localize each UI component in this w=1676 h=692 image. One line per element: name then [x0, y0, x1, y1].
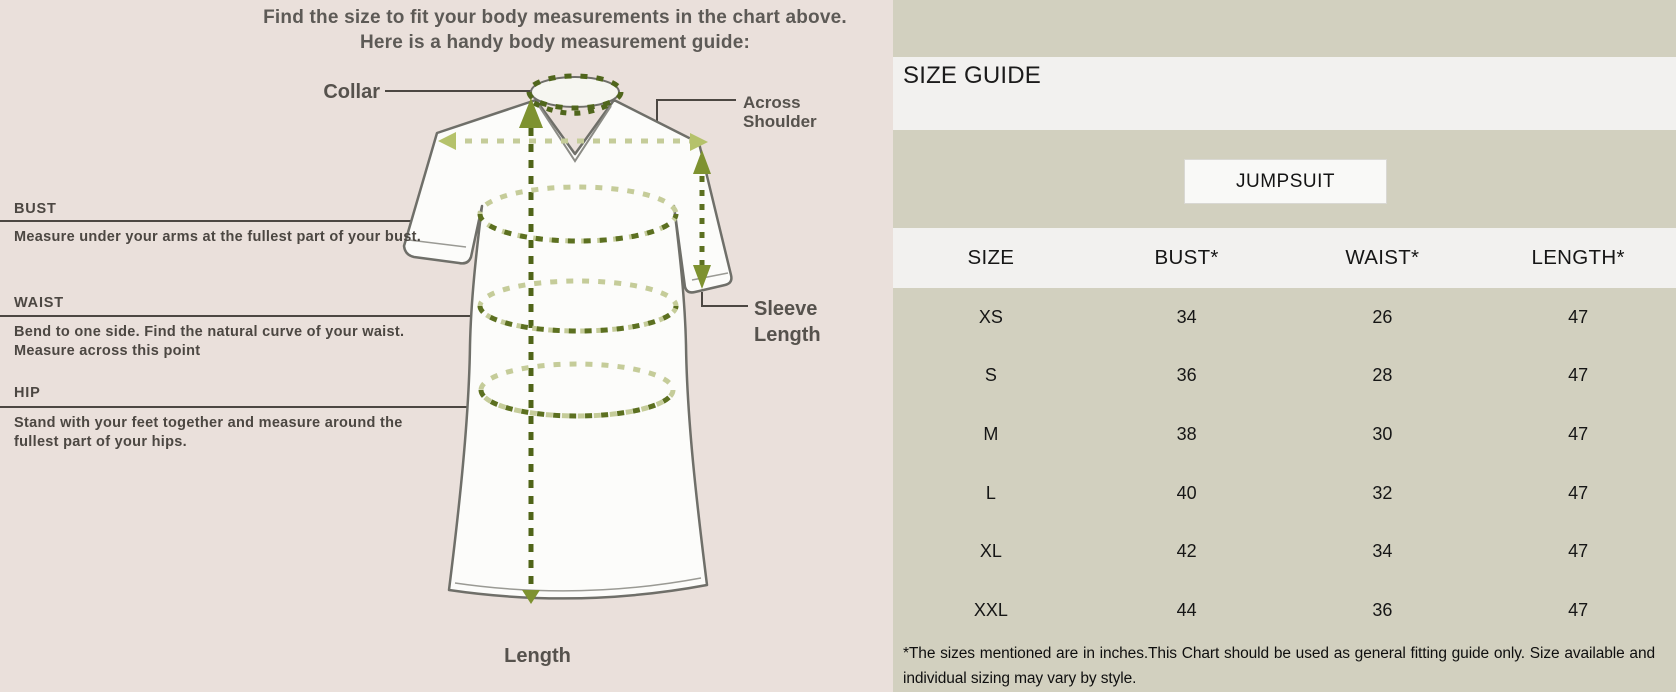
guide-title-line2: Here is a handy body measurement guide: — [359, 32, 751, 53]
cell-waist: 30 — [1372, 424, 1393, 445]
cell-size: M — [983, 424, 999, 445]
collar-measure-ellipse — [526, 73, 624, 111]
length-arrow-top — [519, 98, 543, 128]
collar-front-arc — [532, 99, 616, 116]
bust-measure-front-arc — [477, 213, 679, 244]
waist-section-description-line1: Bend to one side. Find the natural curve… — [14, 324, 405, 340]
measure-marks — [438, 73, 711, 604]
cell-size: S — [984, 365, 997, 386]
col-header-waist: WAIST* — [1345, 246, 1420, 269]
table-row-l: L 40 32 47 — [893, 464, 1676, 523]
cell-bust: 34 — [1176, 306, 1197, 327]
shoulder-arrow-right — [690, 133, 708, 151]
col-header-bust: BUST* — [1154, 246, 1219, 269]
sleeve-arrow-bottom — [693, 265, 711, 289]
cell-waist: 28 — [1372, 365, 1393, 386]
table-row-xxl: XXL 44 36 47 — [893, 581, 1676, 640]
cell-bust: 42 — [1176, 541, 1197, 562]
garment-diagram — [0, 73, 748, 604]
hip-measure-ellipse — [478, 361, 676, 419]
size-table-body: XS 34 26 47 S 36 28 47 M 38 30 47 L 40 3… — [893, 288, 1676, 640]
across-shoulder-label-line2: Shoulder — [743, 112, 817, 131]
cell-bust: 38 — [1176, 424, 1197, 445]
cell-length: 47 — [1568, 424, 1589, 445]
hip-measure-front-arc — [478, 389, 676, 419]
guide-title-line1: Find the size to fit your body measureme… — [263, 7, 847, 28]
size-guide-header-band: SIZE GUIDE — [893, 57, 1676, 130]
cell-bust: 44 — [1176, 600, 1197, 621]
cell-waist: 32 — [1372, 482, 1393, 503]
size-guide-title: SIZE GUIDE — [903, 62, 1042, 89]
left-cuff-line — [408, 239, 467, 248]
vneck-band — [538, 105, 612, 163]
shoulder-arrow-left — [438, 132, 456, 150]
collar-label: Collar — [323, 81, 380, 103]
table-row-xs: XS 34 26 47 — [893, 288, 1676, 347]
bust-section-heading: BUST — [14, 201, 57, 217]
cell-bust: 36 — [1176, 365, 1197, 386]
cell-length: 47 — [1568, 306, 1589, 327]
waist-section-heading: WAIST — [14, 295, 64, 311]
right-cuff-line — [691, 272, 729, 281]
size-table-header-row: SIZE BUST* WAIST* LENGTH* — [893, 228, 1676, 288]
table-row-xl: XL 42 34 47 — [893, 523, 1676, 582]
hem-inner-line — [454, 577, 702, 592]
cell-waist: 36 — [1372, 600, 1393, 621]
cell-length: 47 — [1568, 541, 1589, 562]
cell-waist: 26 — [1372, 306, 1393, 327]
cell-length: 47 — [1568, 600, 1589, 621]
seam-details — [408, 105, 729, 592]
size-chart-panel: SIZE GUIDE JUMPSUIT SIZE BUST* WAIST* LE… — [893, 0, 1676, 692]
waist-measure-front-arc — [477, 305, 679, 334]
category-jumpsuit-button[interactable]: JUMPSUIT — [1184, 159, 1387, 204]
cell-length: 47 — [1568, 365, 1589, 386]
cell-size: L — [985, 482, 996, 503]
sleeve-length-label-line1: Sleeve — [754, 298, 818, 320]
bust-section-description: Measure under your arms at the fullest p… — [14, 229, 422, 245]
cell-size: XS — [978, 306, 1003, 327]
hip-section-description-line2: fullest part of your hips. — [14, 434, 187, 450]
sleeve-length-pointer-line — [701, 292, 748, 307]
sleeve-arrow-top — [693, 150, 711, 174]
col-header-size: SIZE — [967, 246, 1015, 269]
waist-section-description-line2: Measure across this point — [14, 343, 201, 359]
cell-length: 47 — [1568, 482, 1589, 503]
cell-bust: 40 — [1176, 482, 1197, 503]
cell-waist: 34 — [1372, 541, 1393, 562]
length-arrow-bottom — [522, 590, 540, 604]
table-row-m: M 38 30 47 — [893, 405, 1676, 464]
cell-size: XL — [979, 541, 1002, 562]
col-header-length: LENGTH* — [1531, 246, 1625, 269]
tunic-outline — [402, 98, 733, 600]
measurement-guide-panel: Find the size to fit your body measureme… — [0, 0, 893, 692]
size-chart-footnote: *The sizes mentioned are in inches.This … — [903, 645, 1655, 688]
cell-size: XXL — [973, 600, 1008, 621]
across-shoulder-label-line1: Across — [743, 93, 801, 112]
table-row-s: S 36 28 47 — [893, 347, 1676, 406]
sleeve-length-label-line2: Length — [754, 324, 821, 346]
annotation-lines — [0, 90, 748, 408]
hip-section-description-line1: Stand with your feet together and measur… — [14, 415, 403, 431]
length-label: Length — [504, 645, 571, 667]
hip-section-heading: HIP — [14, 385, 41, 401]
